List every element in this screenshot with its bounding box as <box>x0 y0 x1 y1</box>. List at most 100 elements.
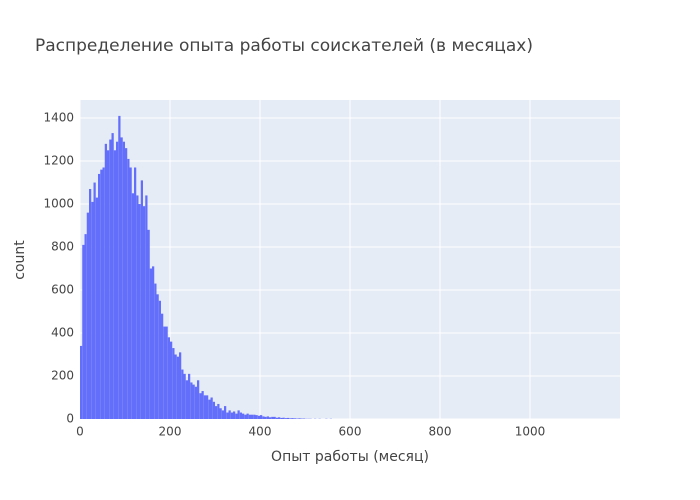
bar <box>203 395 206 419</box>
bar <box>239 412 242 419</box>
bar <box>197 380 200 419</box>
bar <box>192 384 195 419</box>
bar <box>287 417 290 419</box>
bar <box>154 283 157 419</box>
bar <box>174 354 177 419</box>
bar <box>98 173 101 419</box>
bar <box>82 244 85 419</box>
bar <box>116 141 119 420</box>
bar <box>143 206 146 419</box>
bar <box>235 413 238 419</box>
bar <box>152 266 155 419</box>
bar <box>95 197 98 419</box>
bar <box>253 414 256 419</box>
bar <box>111 133 114 420</box>
bar <box>291 418 294 419</box>
bar <box>89 188 92 419</box>
bar <box>140 180 143 419</box>
bar <box>122 141 125 420</box>
y-tick-label: 1400 <box>43 111 74 125</box>
bar <box>120 137 123 420</box>
bar <box>280 417 283 419</box>
bar <box>156 294 159 419</box>
bar <box>129 167 132 419</box>
bar <box>91 201 94 419</box>
bar <box>170 341 173 419</box>
bar <box>93 182 96 419</box>
bar <box>269 417 272 419</box>
bar <box>163 326 166 419</box>
bar <box>226 412 229 419</box>
bar <box>266 416 269 419</box>
bar <box>257 415 260 419</box>
bar <box>102 167 105 419</box>
bar <box>210 397 213 419</box>
bar <box>147 229 150 419</box>
bar <box>289 418 292 419</box>
bar <box>131 193 134 419</box>
bar <box>134 167 137 419</box>
bar <box>185 380 188 419</box>
bar <box>176 356 179 419</box>
bar <box>165 326 168 419</box>
bar <box>188 373 191 419</box>
y-axis-label: count <box>12 240 28 280</box>
bar <box>246 413 249 419</box>
y-tick-label: 1000 <box>43 197 74 211</box>
bar <box>206 395 209 419</box>
bar <box>219 408 222 419</box>
bar <box>224 406 227 419</box>
y-tick-label: 0 <box>66 412 74 426</box>
bar <box>183 373 186 419</box>
bar <box>109 139 112 420</box>
bar <box>158 300 161 419</box>
x-tick-label: 400 <box>249 425 272 439</box>
bar <box>221 410 224 419</box>
y-tick-label: 600 <box>51 283 74 297</box>
bar <box>278 417 281 419</box>
bar <box>264 416 267 419</box>
bar <box>284 418 287 419</box>
bar <box>282 417 285 419</box>
bar <box>262 416 265 419</box>
bar <box>194 386 197 419</box>
bar <box>136 195 139 419</box>
x-tick-label: 600 <box>339 425 362 439</box>
bar <box>244 414 247 419</box>
bar <box>271 416 274 419</box>
y-tick-label: 400 <box>51 326 74 340</box>
bar <box>217 403 220 419</box>
bar <box>167 337 170 419</box>
bar <box>190 382 193 419</box>
y-tick-label: 200 <box>51 369 74 383</box>
bar <box>199 393 202 419</box>
bar <box>293 418 296 419</box>
bar <box>113 150 116 419</box>
bar <box>149 268 152 419</box>
bar <box>260 415 263 419</box>
bar <box>84 234 87 419</box>
bar <box>242 413 245 419</box>
bar <box>233 411 236 419</box>
bar <box>145 195 148 419</box>
bar <box>215 406 218 419</box>
bar <box>208 399 211 419</box>
x-tick-label: 800 <box>429 425 452 439</box>
bar <box>275 417 278 419</box>
y-tick-label: 800 <box>51 240 74 254</box>
bar <box>161 313 164 419</box>
x-tick-label: 0 <box>76 425 84 439</box>
bar <box>237 410 240 419</box>
bar <box>138 204 141 419</box>
x-axis-label: Опыт работы (месяц) <box>271 449 429 465</box>
bar <box>273 416 276 419</box>
bar <box>230 412 233 419</box>
bar <box>100 169 103 419</box>
bar <box>118 115 121 419</box>
bar <box>179 352 182 419</box>
bar <box>127 158 130 419</box>
bar <box>86 212 89 419</box>
bar <box>80 345 83 419</box>
chart-title: Распределение опыта работы соискателей (… <box>35 36 533 56</box>
